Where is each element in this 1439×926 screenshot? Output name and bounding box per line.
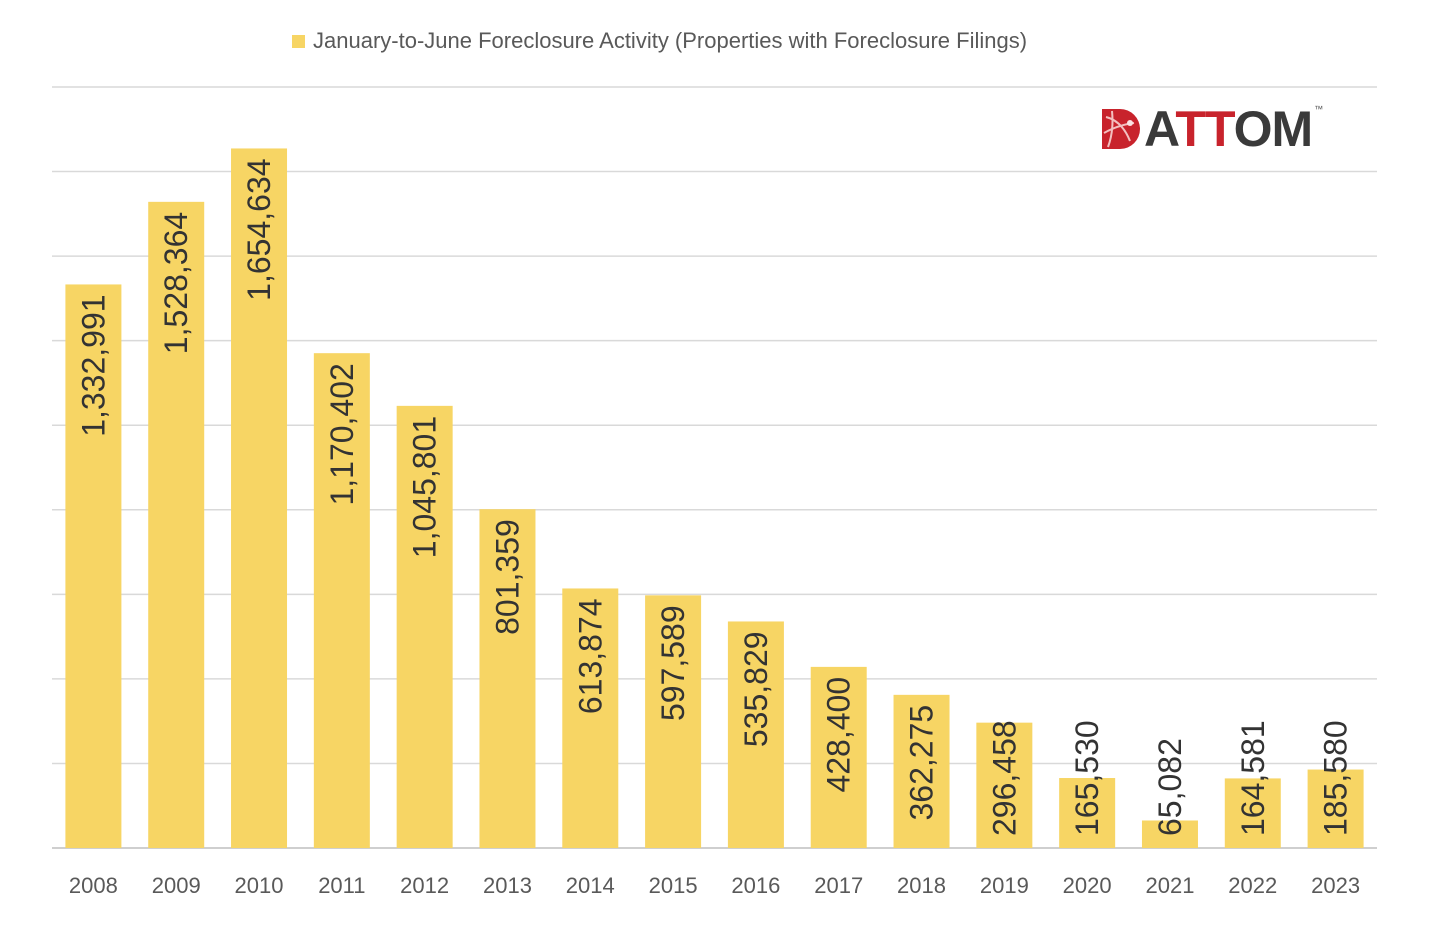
bar-2019 [976,722,1033,848]
bar-2015 [645,595,702,848]
data-label-2012: 1,045,801 [407,416,443,558]
bar-2012 [396,405,453,848]
data-label-2021: 65,082 [1152,738,1188,836]
bar-2014 [562,588,619,848]
bar-2018 [893,694,950,848]
data-label-2008: 1,332,991 [75,294,111,436]
bar-2008 [65,284,122,848]
data-label-2020: 165,530 [1069,720,1105,836]
bar-2023 [1307,769,1364,848]
attom-logo: ATTOM ™ [1100,104,1323,154]
bar-2016 [727,621,784,848]
legend: January-to-June Foreclosure Activity (Pr… [292,28,1027,54]
data-labels: 1,332,991 1,528,364 1,654,634 1,170,402 1,04… [75,158,1353,836]
logo-trademark: ™ [1314,104,1324,114]
data-label-2011: 1,170,402 [324,363,360,505]
data-label-2013: 801,359 [489,519,525,635]
x-tick-2011: 2011 [318,873,365,898]
x-tick-2022: 2022 [1228,873,1277,898]
attom-logo-icon [1102,109,1140,149]
x-tick-2010: 2010 [235,873,284,898]
x-tick-2019: 2019 [980,873,1029,898]
data-label-2016: 535,829 [738,631,774,747]
data-label-2018: 362,275 [904,705,940,821]
bar-2011 [313,353,370,848]
data-label-2015: 597,589 [655,605,691,721]
data-label-2009: 1,528,364 [158,212,194,354]
data-label-2014: 613,874 [572,598,608,714]
data-label-2019: 296,458 [986,720,1022,836]
x-tick-2014: 2014 [566,873,615,898]
x-axis-tick-labels: 2008 2009 2010 2011 2012 2013 2014 2015 2016 2017… [69,873,1360,898]
x-tick-2012: 2012 [400,873,449,898]
logo-wordmark: ATTOM [1144,101,1313,157]
x-tick-2021: 2021 [1145,873,1194,898]
data-label-2010: 1,654,634 [241,158,277,300]
x-tick-2020: 2020 [1063,873,1112,898]
bar-2009 [148,201,205,848]
x-tick-2016: 2016 [731,873,780,898]
bar-2021 [1141,820,1198,848]
x-tick-2017: 2017 [814,873,863,898]
bar-2020 [1059,778,1116,848]
x-tick-2009: 2009 [152,873,201,898]
bar-2017 [810,666,867,848]
x-tick-2023: 2023 [1311,873,1360,898]
x-tick-2015: 2015 [649,873,698,898]
data-label-2022: 164,581 [1235,720,1271,836]
bar-2010 [231,148,288,848]
data-label-2017: 428,400 [821,677,857,793]
bars [65,148,1364,848]
bar-2022 [1224,778,1281,848]
legend-label: January-to-June Foreclosure Activity (Pr… [313,28,1028,53]
legend-swatch [292,34,305,48]
data-label-2023: 185,580 [1318,720,1354,836]
bar-2013 [479,509,536,848]
x-tick-2018: 2018 [897,873,946,898]
x-tick-2013: 2013 [483,873,532,898]
x-tick-2008: 2008 [69,873,118,898]
